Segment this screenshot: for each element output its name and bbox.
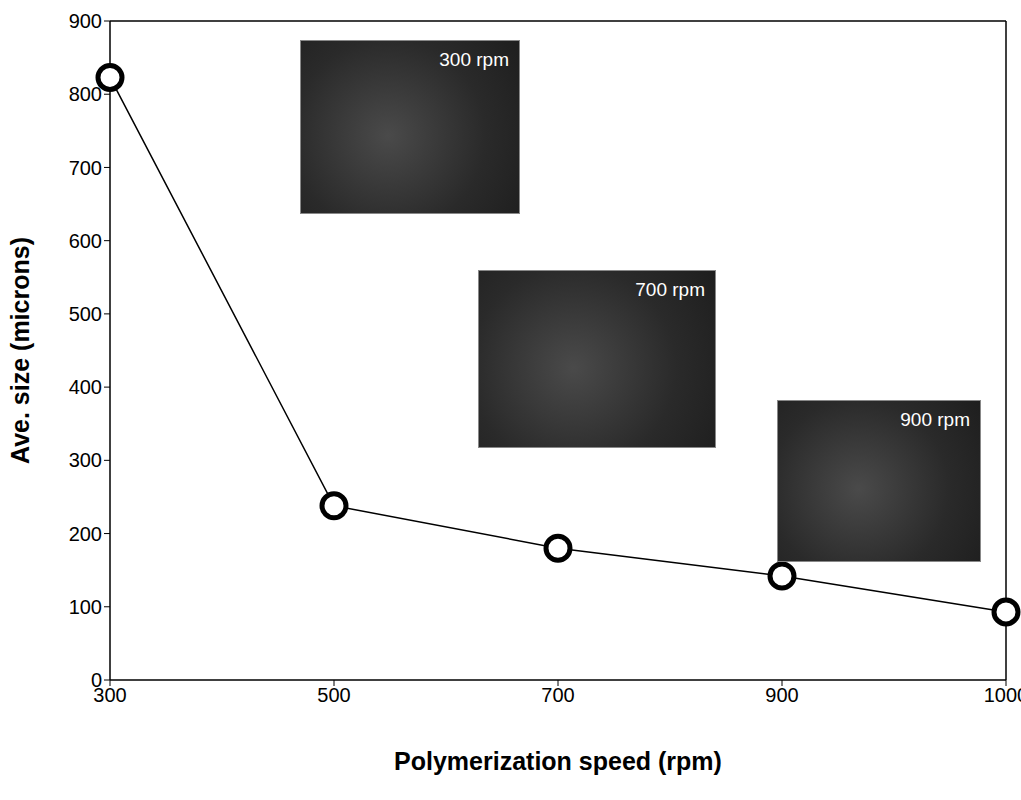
svg-text:100: 100 (69, 596, 102, 618)
svg-text:700: 700 (541, 684, 574, 706)
svg-text:500: 500 (69, 303, 102, 325)
svg-text:900: 900 (69, 10, 102, 32)
svg-text:800: 800 (69, 83, 102, 105)
svg-text:400: 400 (69, 376, 102, 398)
svg-text:700: 700 (69, 157, 102, 179)
svg-text:200: 200 (69, 523, 102, 545)
svg-text:Ave. size (microns): Ave. size (microns) (6, 237, 34, 464)
svg-text:500: 500 (317, 684, 350, 706)
svg-text:300: 300 (69, 449, 102, 471)
html-text:700 rpm: 700 rpm (635, 279, 705, 300)
svg-text:0: 0 (91, 669, 102, 691)
html-text:900 rpm: 900 rpm (900, 409, 970, 430)
html-text:300 rpm: 300 rpm (439, 49, 509, 70)
svg-text:900: 900 (765, 684, 798, 706)
svg-text:1000: 1000 (984, 684, 1021, 706)
svg-text:Polymerization speed (rpm): Polymerization speed (rpm) (394, 747, 722, 775)
svg-text:600: 600 (69, 230, 102, 252)
svg-text:300: 300 (93, 684, 127, 707)
